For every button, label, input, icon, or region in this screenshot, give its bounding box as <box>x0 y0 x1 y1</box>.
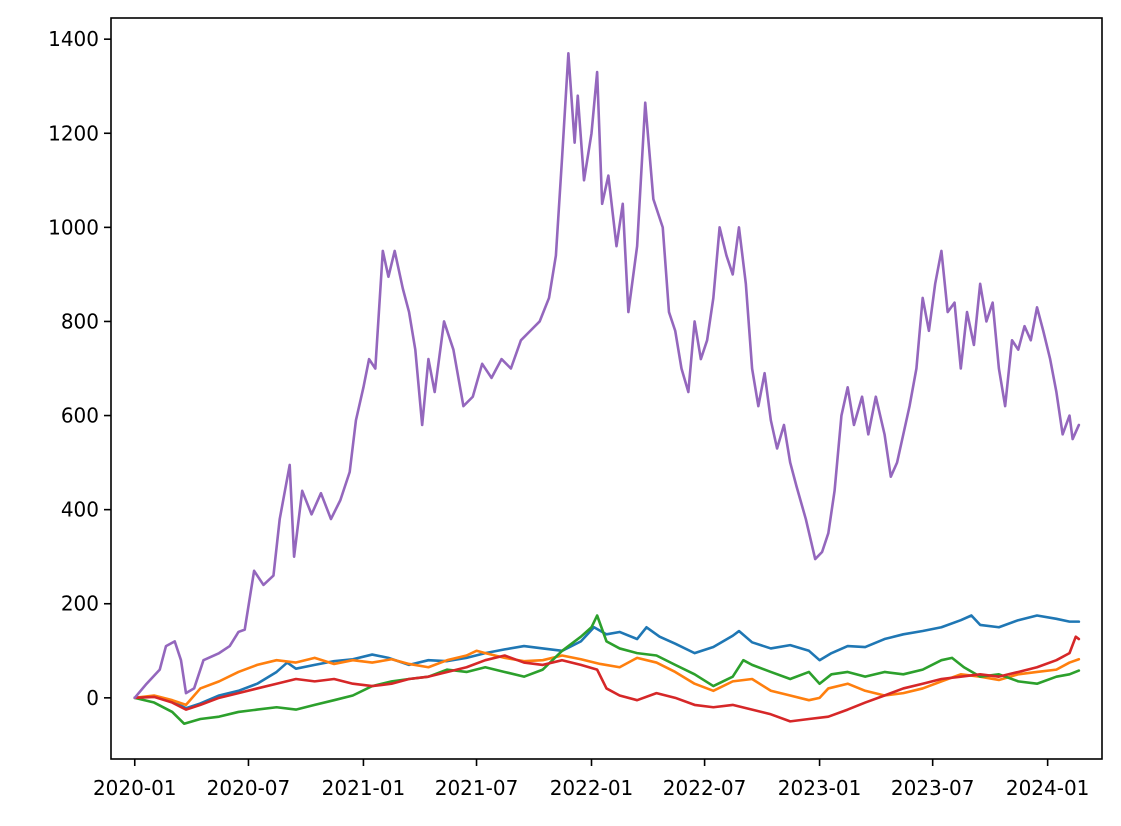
x-tick-label: 2020-01 <box>93 776 177 800</box>
series-line-4 <box>133 635 1081 723</box>
series-line-3 <box>133 614 1081 726</box>
series-layer <box>133 51 1081 726</box>
y-axis: 0 200 400 600 800 1000 1200 1400 <box>48 27 111 710</box>
y-tick-label: 800 <box>61 309 99 333</box>
x-tick-label: 2023-07 <box>891 776 975 800</box>
x-tick-label: 2024-01 <box>1006 776 1090 800</box>
x-axis: 2020-01 2020-07 2021-01 2021-07 2022-01 2022-… <box>93 759 1089 800</box>
x-tick-label: 2020-07 <box>207 776 291 800</box>
y-tick-label: 200 <box>61 592 99 616</box>
x-tick-label: 2022-01 <box>550 776 634 800</box>
series-line-5 <box>133 51 1081 700</box>
series-line-2 <box>133 649 1081 707</box>
series-line-1 <box>133 614 1081 710</box>
plot-frame <box>110 17 1103 760</box>
x-tick-label: 2022-07 <box>663 776 747 800</box>
y-tick-label: 1000 <box>48 215 99 239</box>
x-tick-label: 2021-07 <box>435 776 519 800</box>
y-tick-label: 1400 <box>48 27 99 51</box>
y-tick-label: 1200 <box>48 121 99 145</box>
x-tick-label: 2021-01 <box>322 776 406 800</box>
y-tick-label: 600 <box>61 404 99 428</box>
x-tick-label: 2023-01 <box>778 776 862 800</box>
y-tick-label: 400 <box>61 498 99 522</box>
y-tick-label: 0 <box>86 686 99 710</box>
